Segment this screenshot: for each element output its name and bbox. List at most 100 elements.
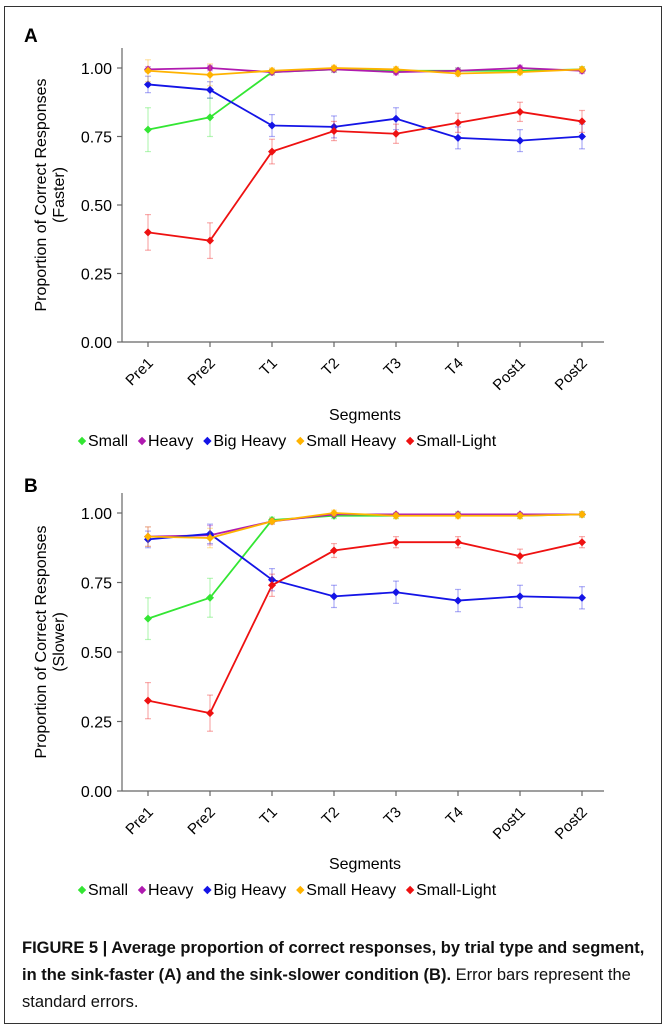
legend-marker <box>77 436 87 446</box>
data-point <box>206 113 214 122</box>
data-point <box>516 592 524 601</box>
data-point <box>144 125 152 134</box>
caption-rest: Error bars represent the standard errors… <box>22 966 631 1011</box>
data-point <box>268 581 276 590</box>
series-line <box>147 541 583 715</box>
legend-marker <box>137 885 147 895</box>
x-tick-label: T2 <box>318 804 342 828</box>
data-point <box>206 529 214 538</box>
y-tick-label: 0.25 <box>81 267 112 284</box>
legend-label: Small Heavy <box>306 882 396 899</box>
x-tick-label: T3 <box>380 355 404 379</box>
legend-label: Small <box>88 433 128 450</box>
series-small-heavy <box>144 59 586 87</box>
legend-label: Small Heavy <box>306 433 396 450</box>
data-point <box>516 64 524 72</box>
data-point <box>206 236 214 245</box>
data-point <box>144 614 152 623</box>
series-line <box>147 67 583 76</box>
data-point <box>578 117 586 126</box>
data-point <box>206 593 214 602</box>
series-line <box>147 67 583 74</box>
data-point <box>330 592 338 601</box>
data-point <box>206 534 214 543</box>
panel-label: B <box>24 476 38 497</box>
x-tick-label: Post2 <box>552 804 591 843</box>
data-point <box>268 121 276 130</box>
legend-marker <box>203 436 212 446</box>
data-point <box>454 118 462 127</box>
data-point <box>268 517 276 526</box>
y-axis-subtitle: (Slower) <box>51 612 68 672</box>
y-tick-label: 1.00 <box>81 506 112 523</box>
x-axis-title: Segments <box>329 856 401 873</box>
figure-charts: A 0.00 0.25 0.50 0.75 1.00 Pre1 Pre2 T1 T2 T3 T4 Pos… <box>24 26 604 899</box>
data-point <box>516 68 524 77</box>
data-point <box>454 133 462 142</box>
legend-label: Big Heavy <box>213 882 286 899</box>
data-point <box>392 588 400 597</box>
x-tick-label: Pre1 <box>122 355 156 389</box>
chart-panel-a: A 0.00 0.25 0.50 0.75 1.00 Pre1 Pre2 T1 T2 T3 T4 Pos… <box>24 26 604 450</box>
data-point <box>330 122 338 131</box>
legend-label: Heavy <box>148 433 193 450</box>
y-tick-label: 0.00 <box>81 784 112 801</box>
series-big-heavy <box>144 523 586 613</box>
y-tick-label: 0.75 <box>81 576 112 593</box>
y-tick-label: 0.25 <box>81 715 112 732</box>
legend-marker <box>203 885 212 895</box>
series-line <box>147 110 583 242</box>
legend-label: Heavy <box>148 882 193 899</box>
legend: Small Heavy Big Heavy Small Heavy Small-Ligh… <box>77 433 497 450</box>
data-point <box>144 66 152 75</box>
data-point <box>516 107 524 116</box>
series-line <box>147 68 583 131</box>
data-point <box>516 136 524 145</box>
data-point <box>392 65 400 74</box>
y-axis-title: Proportion of Correct Responses <box>33 79 50 312</box>
data-point <box>578 593 586 602</box>
x-tick-label: T2 <box>318 355 342 379</box>
data-point <box>392 129 400 138</box>
data-point <box>392 511 400 520</box>
y-tick-label: 0.75 <box>81 130 112 147</box>
x-tick-label: T4 <box>442 355 466 379</box>
x-axis-title: Segments <box>329 407 401 424</box>
data-point <box>516 511 524 520</box>
data-point <box>578 65 586 74</box>
data-point <box>516 552 524 561</box>
x-tick-label: Pre2 <box>184 355 218 389</box>
x-tick-label: Pre1 <box>122 804 156 838</box>
data-point <box>392 538 400 547</box>
data-point <box>206 85 214 94</box>
data-point <box>330 64 338 72</box>
y-tick-label: 0.50 <box>81 198 112 215</box>
series-line <box>147 532 583 602</box>
data-point <box>330 127 338 136</box>
legend-label: Small-Light <box>416 433 497 450</box>
data-point <box>206 709 214 718</box>
series-big-heavy <box>144 75 586 153</box>
x-tick-label: Pre2 <box>184 804 218 838</box>
x-tick-label: Post1 <box>490 804 529 843</box>
y-tick-label: 0.00 <box>81 335 112 352</box>
series-small-heavy <box>144 509 586 549</box>
data-point <box>454 596 462 605</box>
x-tick-label: T4 <box>442 804 466 828</box>
series-small-light <box>144 536 586 732</box>
data-point <box>454 511 462 520</box>
data-point <box>578 510 586 519</box>
legend-marker <box>405 885 415 895</box>
data-point <box>144 532 152 541</box>
data-point <box>268 575 276 584</box>
figure-caption: FIGURE 5 | Average proportion of correct… <box>22 935 647 1016</box>
data-point <box>578 538 586 547</box>
data-point <box>578 132 586 141</box>
y-tick-label: 1.00 <box>81 61 112 78</box>
legend-marker <box>137 436 147 446</box>
data-point <box>454 69 462 78</box>
data-point <box>268 66 276 75</box>
legend-marker <box>296 885 305 895</box>
legend-marker <box>405 436 415 446</box>
legend-marker <box>296 436 305 446</box>
